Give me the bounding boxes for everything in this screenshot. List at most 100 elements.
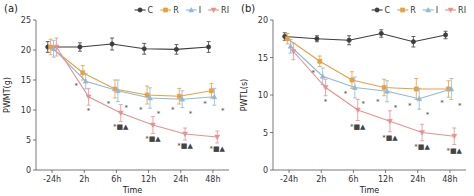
error-bar-cap	[356, 99, 360, 100]
data-point	[320, 74, 325, 78]
error-bar	[183, 128, 187, 140]
data-point	[286, 37, 290, 41]
error-bar	[420, 124, 424, 141]
error-bar-cap	[113, 98, 117, 99]
y-axis-label: PWTL(s)	[240, 79, 249, 112]
error-bar-cap	[385, 101, 389, 102]
series-line	[285, 34, 446, 42]
x-tick	[180, 170, 181, 173]
series-line	[56, 47, 217, 137]
data-point	[83, 79, 88, 83]
annotation: *	[203, 100, 207, 108]
error-bar-cap	[315, 35, 319, 36]
error-bar-cap	[180, 107, 184, 108]
error-bar-cap	[119, 104, 123, 105]
error-bar	[142, 43, 146, 54]
legend-label: I	[436, 6, 438, 15]
error-bar-cap	[142, 54, 146, 55]
data-point	[206, 45, 210, 49]
error-bar-cap	[289, 53, 293, 54]
legend-label: R	[173, 6, 179, 15]
error-bar-cap	[289, 39, 293, 40]
error-bar-cap	[411, 36, 415, 37]
annotation: *	[408, 102, 412, 110]
error-bar-cap	[446, 97, 450, 98]
error-bar-cap	[207, 52, 211, 53]
error-bar-cap	[382, 95, 386, 96]
error-bar	[318, 56, 322, 67]
y-tick	[270, 95, 273, 96]
legend-marker	[189, 8, 194, 12]
error-bar	[148, 88, 152, 108]
data-point	[81, 71, 85, 75]
error-bar	[388, 111, 392, 132]
y-axis-line	[36, 20, 37, 170]
error-bar-cap	[87, 105, 91, 106]
error-bar-cap	[49, 39, 53, 40]
y-tick-label: 5	[263, 129, 268, 138]
error-bar-cap	[452, 128, 456, 129]
error-bar	[379, 30, 383, 38]
data-point	[183, 132, 188, 136]
annotation: *	[75, 82, 79, 90]
error-bar-cap	[388, 110, 392, 111]
error-bar-cap	[417, 88, 421, 89]
error-bar	[347, 36, 351, 45]
x-tick-label: -24h	[43, 175, 61, 184]
data-point	[452, 134, 457, 138]
error-bar	[207, 42, 211, 53]
data-point	[443, 33, 447, 37]
data-point	[118, 111, 123, 115]
error-bar	[151, 117, 155, 134]
annotation: *	[361, 100, 365, 108]
data-point	[180, 97, 185, 101]
error-bar-cap	[420, 140, 424, 141]
data-point	[110, 42, 114, 46]
error-bar-cap	[379, 29, 383, 30]
data-point	[115, 88, 120, 92]
y-tick-label: 10	[21, 106, 31, 115]
error-bar	[449, 79, 453, 100]
legend: RIIRC	[135, 6, 229, 15]
y-tick-label: 10	[258, 91, 268, 100]
data-point	[315, 37, 319, 41]
error-bar-cap	[212, 105, 216, 106]
annotation: *■▲	[414, 143, 430, 151]
y-tick	[270, 132, 273, 133]
x-tick-label: 6h	[348, 175, 358, 184]
annotation: *■▲	[113, 123, 129, 131]
data-point	[382, 85, 386, 89]
error-bar	[324, 79, 328, 96]
y-tick-label: 15	[21, 76, 31, 85]
y-tick	[33, 170, 36, 171]
x-tick	[52, 170, 53, 173]
error-bar-cap	[324, 95, 328, 96]
error-bar-cap	[177, 88, 181, 89]
error-bar-cap	[183, 128, 187, 129]
data-point	[177, 94, 181, 98]
x-tick-label: 2h	[79, 175, 89, 184]
error-bar	[119, 105, 123, 122]
error-bar	[54, 38, 58, 56]
annotation: *	[171, 106, 175, 114]
error-bar-cap	[116, 101, 120, 102]
error-bar	[174, 45, 178, 55]
error-bar-cap	[177, 104, 181, 105]
annotation: *	[157, 110, 161, 118]
error-bar-cap	[52, 57, 56, 58]
data-point	[78, 45, 82, 49]
error-bar-cap	[382, 79, 386, 80]
error-bar-cap	[286, 33, 290, 34]
data-point	[209, 89, 213, 93]
error-bar-cap	[46, 41, 50, 42]
x-tick-label: -24h	[280, 175, 298, 184]
data-point	[379, 31, 383, 35]
x-axis-line	[36, 170, 229, 171]
y-tick	[270, 20, 273, 21]
data-point	[291, 50, 296, 54]
error-bar-cap	[52, 40, 56, 41]
error-bar-cap	[452, 144, 456, 145]
data-point	[212, 94, 217, 98]
error-bar-cap	[116, 80, 120, 81]
error-bar-cap	[385, 80, 389, 81]
